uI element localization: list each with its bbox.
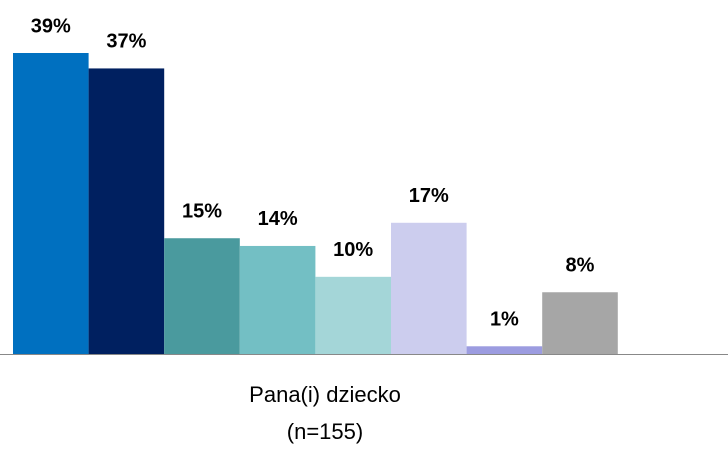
data-label: 17% xyxy=(409,185,449,207)
data-label: 14% xyxy=(258,208,298,230)
bar xyxy=(239,245,316,354)
data-label: 8% xyxy=(566,255,595,277)
bar xyxy=(391,222,467,354)
data-label: 39% xyxy=(31,15,71,37)
data-label: 15% xyxy=(182,201,222,223)
data-label: 37% xyxy=(106,31,146,53)
bar xyxy=(466,346,543,354)
bar xyxy=(164,238,240,354)
data-label: 1% xyxy=(490,309,519,331)
bar xyxy=(315,276,391,354)
bar xyxy=(13,53,89,354)
bar xyxy=(542,292,618,354)
bar xyxy=(88,68,165,354)
data-label: 10% xyxy=(333,239,373,261)
x-category-label: Pana(i) dziecko (n=155) xyxy=(249,382,401,444)
